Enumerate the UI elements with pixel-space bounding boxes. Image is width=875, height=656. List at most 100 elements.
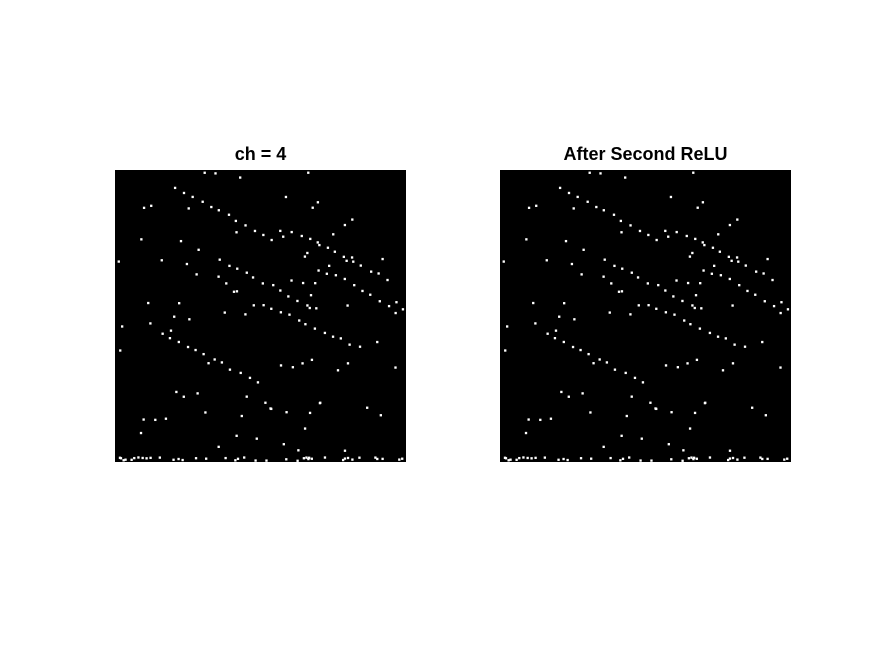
activation-pixel xyxy=(699,282,702,285)
left-panel-title: ch = 4 xyxy=(234,144,287,164)
activation-pixel xyxy=(571,345,575,349)
activation-pixel xyxy=(361,289,364,293)
activation-pixel xyxy=(613,368,617,371)
activation-pixel xyxy=(332,233,335,236)
activation-pixel xyxy=(207,362,210,365)
activation-pixel xyxy=(698,327,702,330)
activation-pixel xyxy=(759,456,762,459)
activation-pixel xyxy=(686,281,690,285)
activation-pixel xyxy=(667,235,670,238)
activation-pixel xyxy=(713,264,716,268)
activation-pixel xyxy=(191,195,194,199)
activation-pixel xyxy=(282,443,285,446)
activation-pixel xyxy=(704,401,707,404)
activation-pixel xyxy=(786,308,790,311)
activation-pixel xyxy=(262,304,265,307)
activation-pixel xyxy=(147,301,150,305)
activation-pixel xyxy=(195,273,198,276)
activation-pixel xyxy=(309,294,313,297)
activation-pixel xyxy=(562,457,565,461)
activation-pixel xyxy=(370,270,373,273)
activation-pixel xyxy=(736,458,739,461)
activation-pixel xyxy=(562,340,565,344)
activation-pixel xyxy=(573,318,576,321)
activation-pixel xyxy=(664,289,667,292)
activation-pixel xyxy=(525,238,528,241)
activation-pixel xyxy=(647,304,650,307)
activation-pixel xyxy=(507,459,510,462)
activation-pixel xyxy=(726,458,730,462)
activation-pixel xyxy=(696,206,699,209)
activation-pixel xyxy=(401,457,404,460)
right-activation-map-pixels xyxy=(500,170,791,462)
activation-pixel xyxy=(279,311,283,314)
activation-pixel xyxy=(655,238,658,242)
activation-pixel xyxy=(610,282,613,285)
activation-pixel xyxy=(558,315,561,318)
activation-pixel xyxy=(188,318,191,321)
activation-pixel xyxy=(700,307,703,310)
activation-pixel xyxy=(235,290,239,293)
activation-pixel xyxy=(291,366,295,369)
activation-pixel xyxy=(728,449,732,452)
activation-pixel xyxy=(217,445,220,449)
activation-pixel xyxy=(175,390,178,394)
activation-pixel xyxy=(308,411,312,415)
activation-pixel xyxy=(377,272,380,275)
activation-pixel xyxy=(532,301,535,305)
activation-pixel xyxy=(298,319,301,322)
activation-pixel xyxy=(164,417,168,420)
activation-pixel xyxy=(325,272,329,275)
activation-pixel xyxy=(139,431,143,435)
activation-pixel xyxy=(142,206,146,210)
activation-pixel xyxy=(718,250,722,253)
activation-pixel xyxy=(179,239,183,243)
activation-pixel xyxy=(688,255,692,258)
activation-pixel xyxy=(617,290,621,293)
activation-pixel xyxy=(762,272,765,275)
activation-pixel xyxy=(579,457,583,460)
right-activation-map xyxy=(500,170,791,462)
activation-pixel xyxy=(681,459,684,462)
activation-pixel xyxy=(695,457,698,460)
activation-pixel xyxy=(256,381,260,384)
activation-pixel xyxy=(669,195,673,199)
activation-pixel xyxy=(731,304,734,307)
activation-pixel xyxy=(369,293,372,296)
activation-pixel xyxy=(605,361,609,364)
activation-pixel xyxy=(307,171,310,174)
activation-pixel xyxy=(692,456,696,459)
activation-pixel xyxy=(177,457,180,461)
activation-pixel xyxy=(664,364,668,367)
activation-pixel xyxy=(673,313,676,316)
activation-pixel xyxy=(613,264,616,268)
activation-pixel xyxy=(244,313,247,316)
activation-pixel xyxy=(245,271,248,274)
activation-pixel xyxy=(557,458,560,461)
activation-pixel xyxy=(181,458,184,462)
activation-pixel xyxy=(133,456,136,460)
activation-pixel xyxy=(359,264,362,267)
activation-pixel xyxy=(398,458,401,461)
activation-pixel xyxy=(710,272,714,275)
activation-pixel xyxy=(702,269,705,272)
activation-pixel xyxy=(636,276,640,279)
activation-pixel xyxy=(196,392,199,395)
activation-pixel xyxy=(688,427,692,430)
activation-pixel xyxy=(306,304,309,307)
activation-pixel xyxy=(690,456,693,459)
activation-pixel xyxy=(655,307,658,310)
activation-pixel xyxy=(386,278,389,282)
activation-pixel xyxy=(194,348,197,352)
activation-pixel xyxy=(243,456,246,459)
activation-pixel xyxy=(326,246,330,249)
activation-pixel xyxy=(262,233,265,237)
activation-pixel xyxy=(182,191,186,195)
activation-pixel xyxy=(582,248,585,251)
activation-pixel xyxy=(248,376,252,380)
activation-pixel xyxy=(343,457,347,460)
activation-pixel xyxy=(675,279,678,282)
activation-pixel xyxy=(213,358,216,361)
activation-pixel xyxy=(535,204,538,207)
activation-pixel xyxy=(620,231,623,234)
